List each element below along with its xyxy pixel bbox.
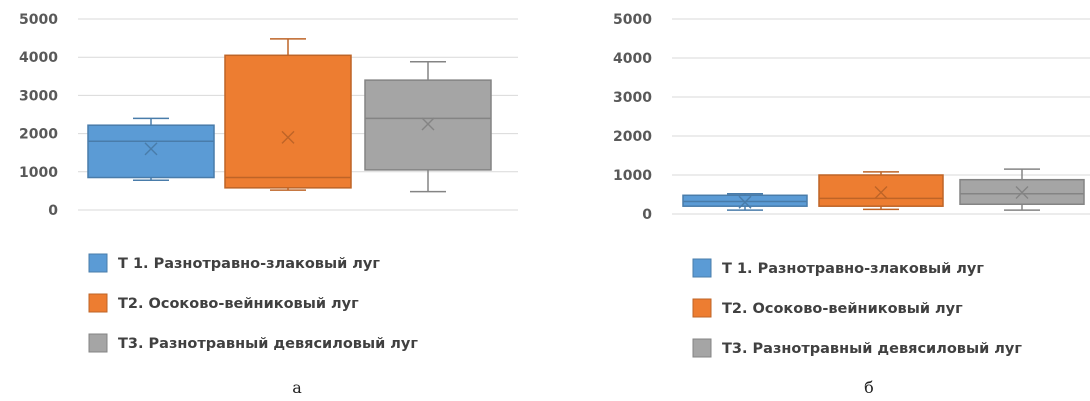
chart-panel-a: 0 1000 2000 3000 4000 5000 Т 1. Разнотравно-зл… <box>19 12 518 397</box>
y-tick-label: 4000 <box>19 50 58 66</box>
mean-marker <box>144 142 158 156</box>
panel-caption: б <box>864 378 874 397</box>
box-3 <box>959 168 1085 211</box>
legend-label: Т2. Осоково-вейниковый луг <box>118 296 359 312</box>
y-tick-label: 4000 <box>613 51 652 67</box>
y-tick-label: 3000 <box>19 88 58 104</box>
y-tick-label: 5000 <box>613 12 652 28</box>
y-tick-label: 0 <box>48 203 58 219</box>
y-tick-label: 2000 <box>19 127 58 143</box>
chart-panel-b: 0 1000 2000 3000 4000 5000 Т 1. Разнотравно-зл… <box>613 12 1090 397</box>
mean-marker <box>1015 186 1029 200</box>
y-tick-label: 0 <box>642 207 652 223</box>
mean-marker <box>738 195 752 209</box>
mean-marker <box>874 186 888 200</box>
box-1 <box>682 192 808 211</box>
box-2 <box>224 38 352 191</box>
legend-label: Т3. Разнотравный девясиловый луг <box>118 336 418 352</box>
legend-swatch <box>88 333 108 353</box>
box-iqr <box>224 54 352 189</box>
legend-label: Т2. Осоково-вейниковый луг <box>722 301 963 317</box>
legend-label: Т 1. Разнотравно-злаковый луг <box>722 261 984 277</box>
box-1 <box>87 117 215 181</box>
box-iqr <box>818 174 944 207</box>
box-2 <box>818 171 944 211</box>
legend-label: Т3. Разнотравный девясиловый луг <box>722 341 1022 357</box>
y-tick-label: 1000 <box>613 168 652 184</box>
legend-label: Т 1. Разнотравно-злаковый луг <box>118 256 380 272</box>
panel-caption: а <box>292 378 302 397</box>
y-tick-label: 3000 <box>613 90 652 106</box>
box-iqr <box>87 124 215 179</box>
legend-swatch <box>88 293 108 313</box>
legend-swatch <box>692 258 712 278</box>
legend-swatch <box>692 338 712 358</box>
mean-marker <box>281 130 295 144</box>
box-3 <box>364 61 492 193</box>
legend-swatch <box>88 253 108 273</box>
box-iqr <box>682 194 808 207</box>
legend-swatch <box>692 298 712 318</box>
y-tick-label: 2000 <box>613 129 652 145</box>
mean-marker <box>421 117 435 131</box>
y-tick-label: 5000 <box>19 12 58 28</box>
y-tick-label: 1000 <box>19 165 58 181</box>
